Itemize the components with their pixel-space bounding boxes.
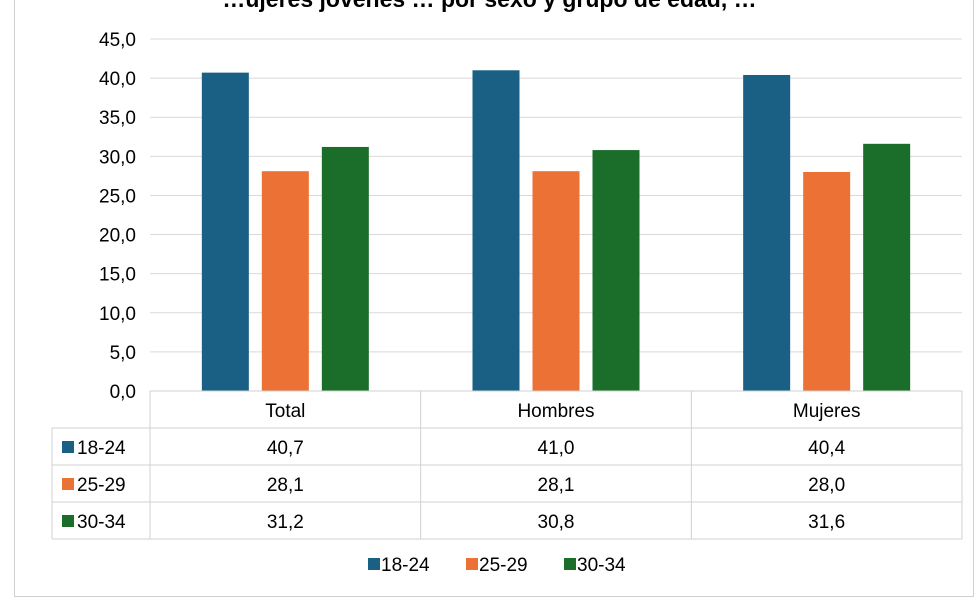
bar-18-24-total <box>201 72 249 391</box>
y-tick-label: 25,0 <box>99 186 136 207</box>
category-label: Total <box>265 401 305 422</box>
table-legend-key <box>62 478 74 490</box>
bar-25-29-hombres <box>532 171 580 391</box>
table-cell-value: 28,1 <box>538 475 575 496</box>
table-cell-value: 28,1 <box>267 475 304 496</box>
legend-key <box>368 558 380 570</box>
y-tick-label: 0,0 <box>110 382 136 403</box>
y-tick-label: 40,0 <box>99 69 136 90</box>
bar-30-34-mujeres <box>863 143 911 391</box>
legend-label: 25-29 <box>479 555 528 576</box>
bar-18-24-hombres <box>472 70 520 392</box>
bar-25-29-mujeres <box>803 171 851 391</box>
chart-frame <box>14 0 974 597</box>
table-legend-key <box>62 515 74 527</box>
category-label: Mujeres <box>793 401 861 422</box>
y-tick-label: 5,0 <box>110 343 136 364</box>
legend-label: 18-24 <box>381 555 430 576</box>
table-cell-value: 31,6 <box>808 512 845 533</box>
table-cell-value: 40,7 <box>267 438 304 459</box>
category-label: Hombres <box>517 401 594 422</box>
y-tick-label: 20,0 <box>99 226 136 247</box>
chart-title: …ujeres jóvenes … por sexo y grupo de ed… <box>0 0 979 13</box>
table-cell-value: 30,8 <box>538 512 575 533</box>
y-tick-label: 15,0 <box>99 265 136 286</box>
table-cell-value: 31,2 <box>267 512 304 533</box>
table-series-name: 25-29 <box>77 475 126 496</box>
bar-30-34-hombres <box>592 150 640 391</box>
table-cell-value: 40,4 <box>808 438 845 459</box>
table-cell-value: 28,0 <box>808 475 845 496</box>
legend-key <box>466 558 478 570</box>
y-tick-label: 35,0 <box>99 108 136 129</box>
table-series-name: 18-24 <box>77 438 126 459</box>
bar-25-29-total <box>261 171 309 391</box>
table-series-name: 30-34 <box>77 512 126 533</box>
y-tick-label: 45,0 <box>99 30 136 51</box>
bar-30-34-total <box>321 146 369 391</box>
legend-label: 30-34 <box>577 555 626 576</box>
table-cell-value: 41,0 <box>538 438 575 459</box>
y-tick-label: 30,0 <box>99 147 136 168</box>
y-tick-label: 10,0 <box>99 304 136 325</box>
bar-18-24-mujeres <box>743 74 791 391</box>
legend-key <box>564 558 576 570</box>
table-legend-key <box>62 441 74 453</box>
